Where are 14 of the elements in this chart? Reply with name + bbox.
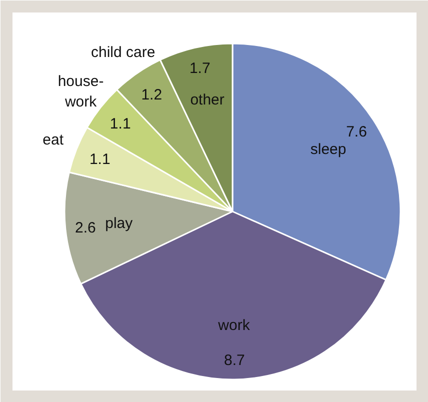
data-label: 1.1 bbox=[110, 116, 131, 133]
slice-label: house- work bbox=[58, 73, 104, 111]
data-label: 1.1 bbox=[89, 151, 110, 168]
data-label: 1.2 bbox=[141, 86, 162, 104]
data-label: 8.7 bbox=[224, 352, 245, 369]
slice-label: child care bbox=[90, 44, 156, 61]
data-label: 1.7 bbox=[189, 60, 210, 77]
data-label: 7.6 bbox=[346, 123, 367, 140]
slice-label: sleep bbox=[310, 140, 346, 158]
slice-label: eat bbox=[42, 131, 64, 148]
slice-label: play bbox=[105, 214, 134, 232]
data-label: 2.6 bbox=[75, 219, 96, 236]
slice-label: other bbox=[190, 92, 224, 109]
slice-label: work bbox=[217, 317, 250, 334]
